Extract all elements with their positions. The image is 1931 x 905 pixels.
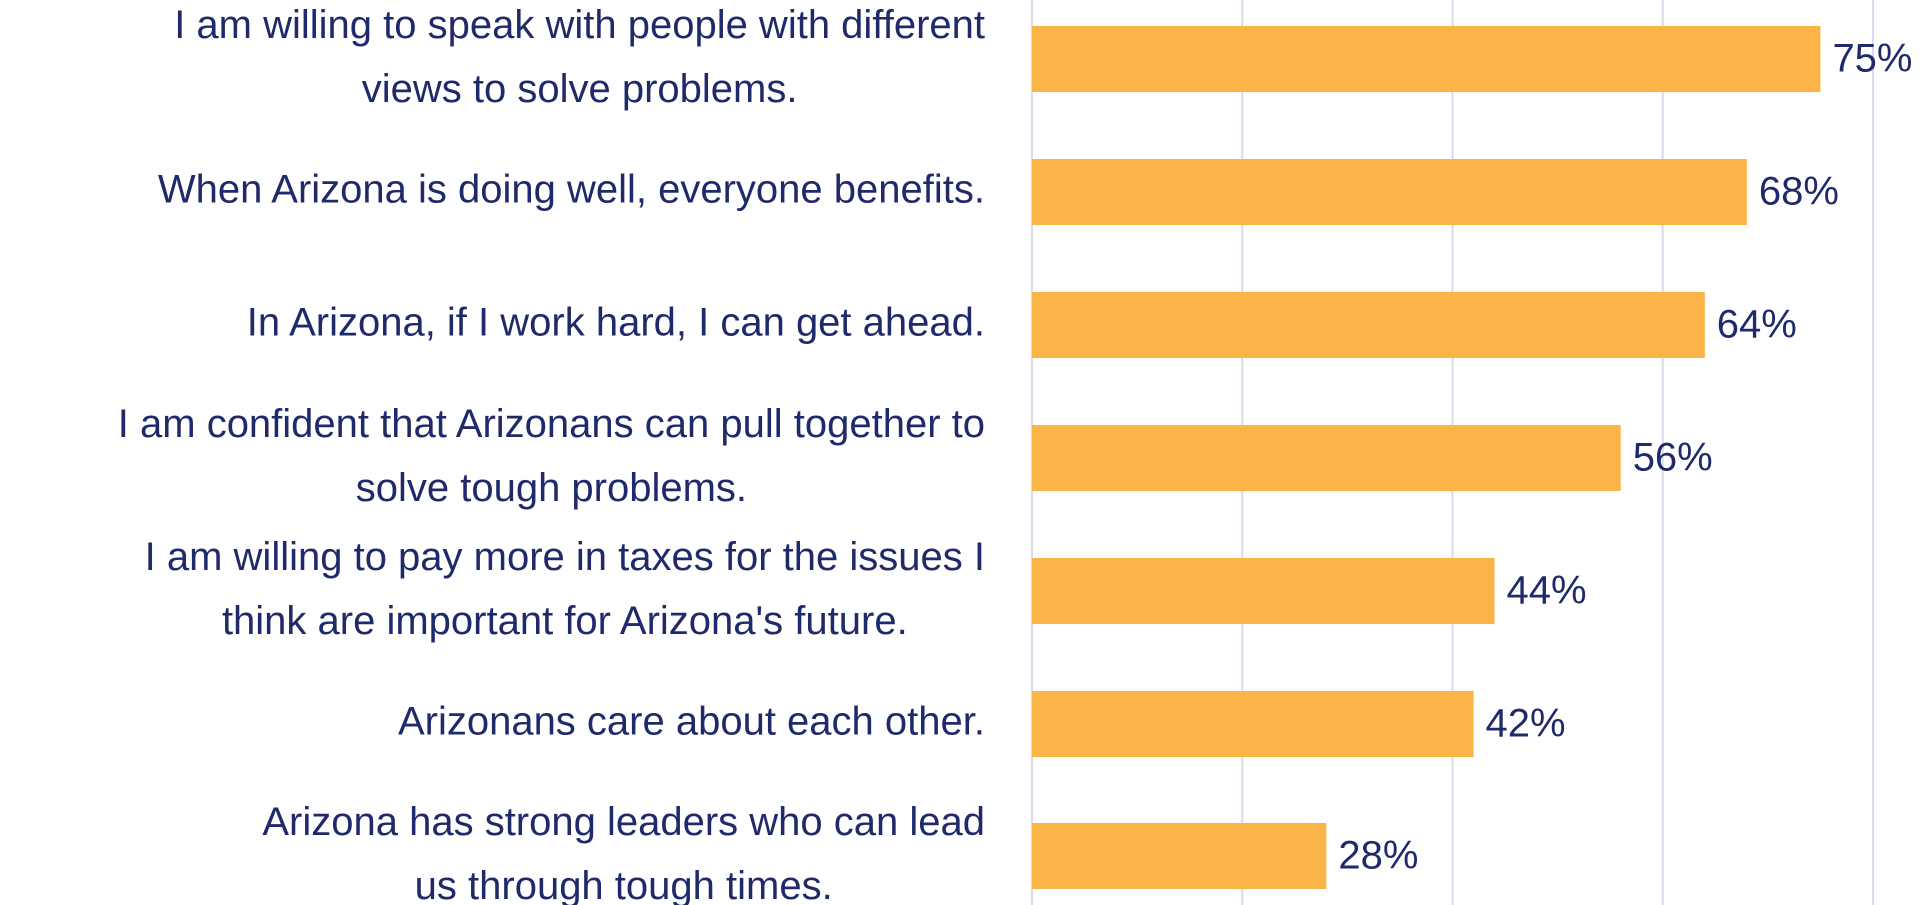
value-label: 28% xyxy=(1338,834,1418,878)
bar xyxy=(1032,26,1821,92)
bar xyxy=(1032,159,1747,225)
bar xyxy=(1032,691,1474,757)
category-label: I am willing to speak with people with d… xyxy=(174,3,985,111)
value-label: 56% xyxy=(1633,436,1713,480)
value-label: 44% xyxy=(1507,569,1587,613)
value-label: 75% xyxy=(1832,37,1912,81)
category-label: I am confident that Arizonans can pull t… xyxy=(118,402,985,510)
category-label: I am willing to pay more in taxes for th… xyxy=(145,535,985,643)
category-label: Arizona has strong leaders who can lead u… xyxy=(262,800,985,905)
bar xyxy=(1032,425,1621,491)
value-label: 68% xyxy=(1759,170,1839,214)
category-label: In Arizona, if I work hard, I can get ah… xyxy=(247,301,985,345)
value-label: 42% xyxy=(1486,702,1566,746)
bar xyxy=(1032,558,1495,624)
category-label: When Arizona is doing well, everyone ben… xyxy=(158,168,985,212)
category-label: Arizonans care about each other. xyxy=(398,700,985,744)
bar xyxy=(1032,823,1327,889)
value-label: 64% xyxy=(1717,303,1797,347)
bar xyxy=(1032,292,1705,358)
